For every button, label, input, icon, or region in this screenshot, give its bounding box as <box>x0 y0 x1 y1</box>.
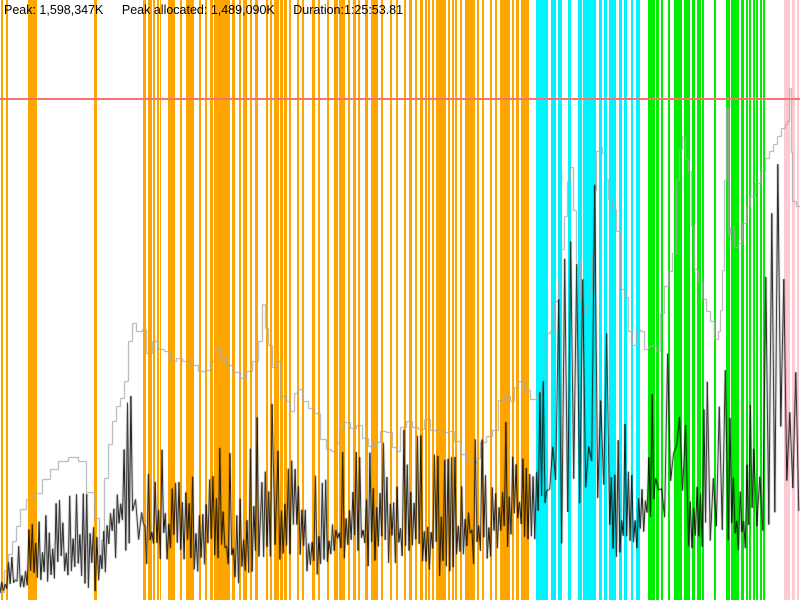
peak-stat: Peak: 1,598,347K <box>4 3 104 17</box>
peak-allocated-stat: Peak allocated: 1,489,090K <box>121 3 275 17</box>
duration-stat: Duration:1:25:53.81 <box>293 3 404 17</box>
stats-header: Peak: 1,598,347K Peak allocated: 1,489,0… <box>4 3 418 18</box>
